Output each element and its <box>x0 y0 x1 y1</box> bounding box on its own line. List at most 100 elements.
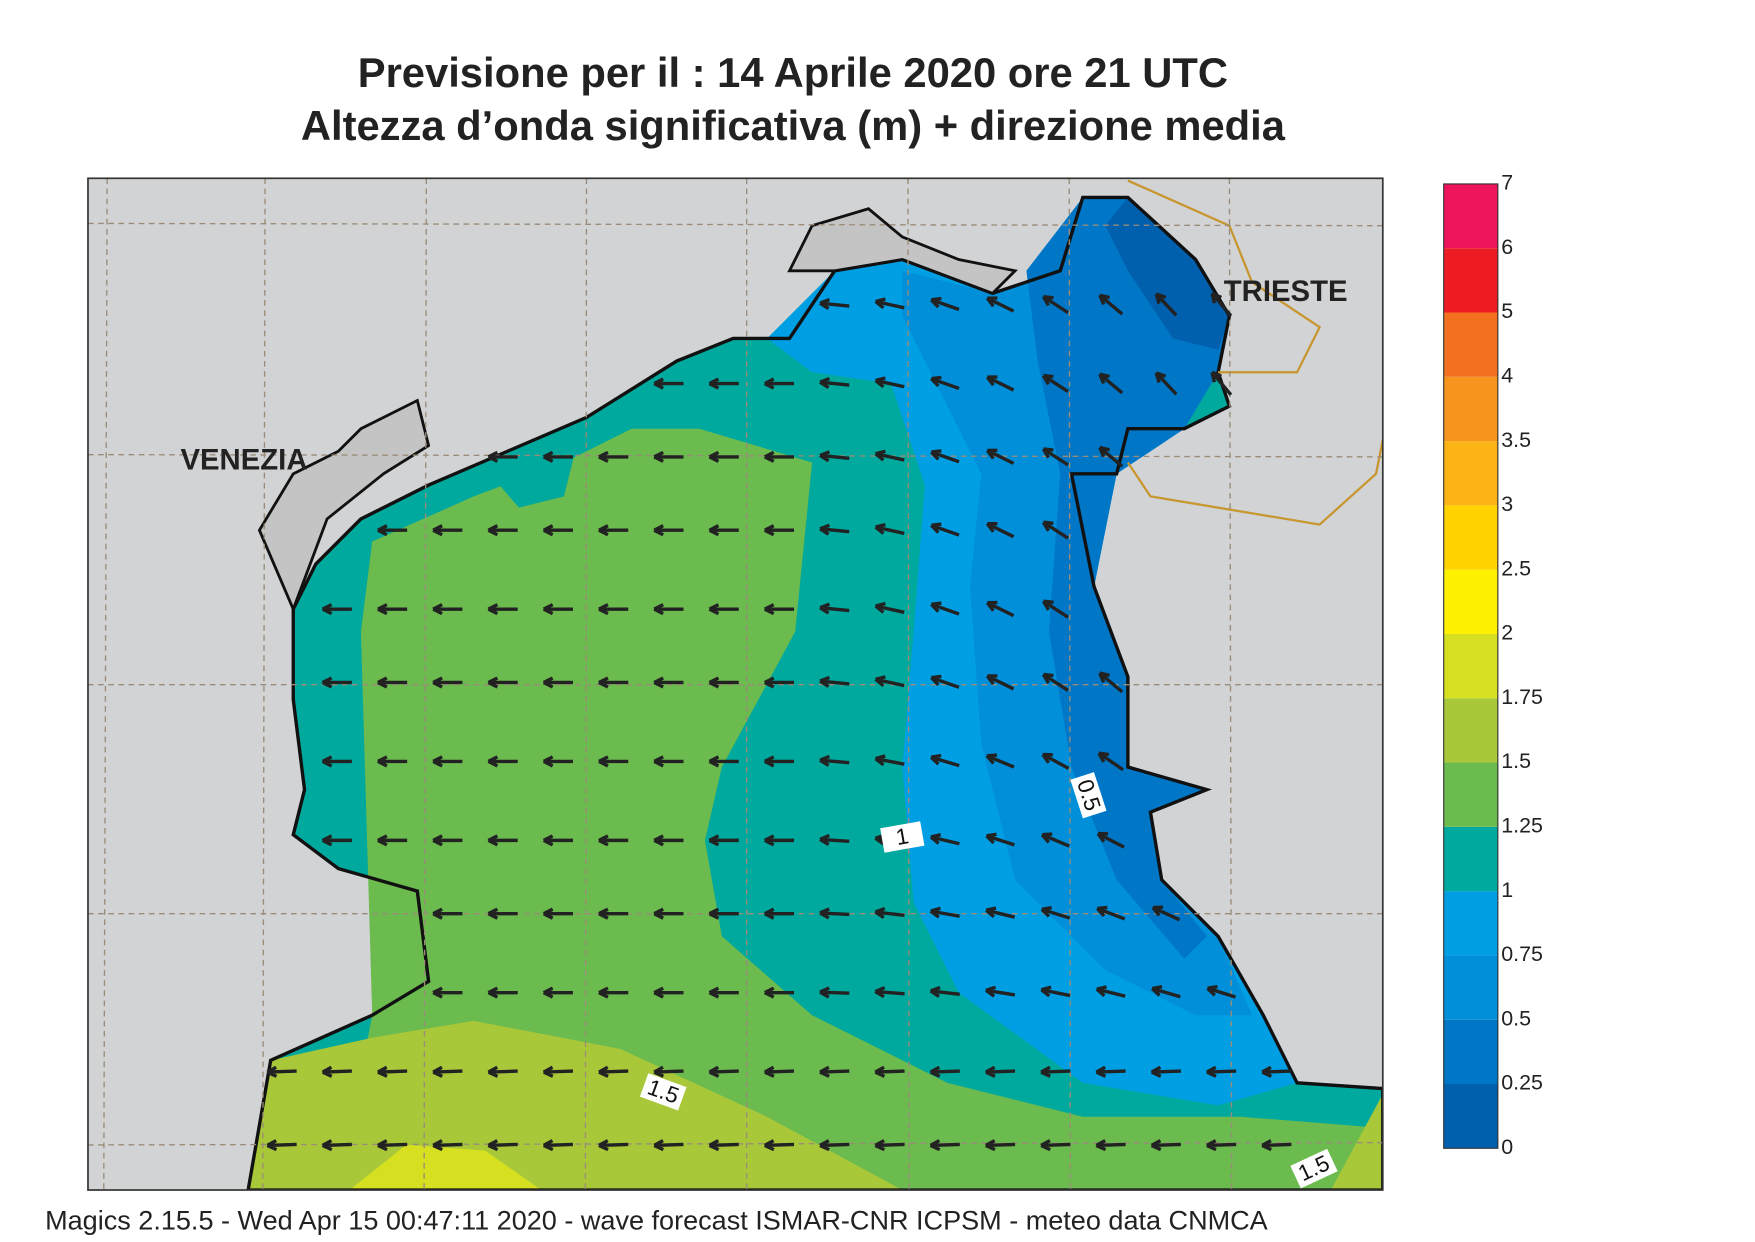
arrow <box>653 986 684 999</box>
arrow <box>1040 832 1070 848</box>
colorbar-swatch <box>1443 762 1498 827</box>
arrow <box>708 676 739 689</box>
arrow <box>377 755 408 768</box>
arrow <box>929 906 960 919</box>
arrow <box>542 1139 574 1152</box>
arrow <box>321 676 352 689</box>
arrow <box>1098 445 1124 468</box>
arrow <box>708 450 739 463</box>
arrow <box>487 1139 518 1152</box>
arrow <box>819 986 850 999</box>
label-bg <box>1070 772 1107 819</box>
arrow <box>542 986 573 999</box>
arrow <box>1154 371 1178 396</box>
colorbar-swatch <box>1443 505 1498 570</box>
arrow <box>598 1065 629 1078</box>
arrow <box>1151 985 1181 999</box>
arrow <box>542 907 573 920</box>
colorbar-label: 4 <box>1501 363 1513 387</box>
arrow <box>985 296 1015 313</box>
label-bg <box>639 1073 687 1111</box>
arrow <box>487 676 518 689</box>
colorbar-swatch <box>1443 441 1498 506</box>
arrow <box>819 754 850 767</box>
arrow <box>1040 985 1071 998</box>
label-bg <box>880 821 925 853</box>
colorbar-label: 1.5 <box>1501 749 1531 773</box>
contour-label: 1 <box>880 821 925 853</box>
colorbar-swatch <box>1443 248 1498 313</box>
arrow <box>653 450 684 463</box>
colorbar-swatch <box>1443 376 1498 442</box>
sea-region <box>1105 197 1230 350</box>
colorbar-swatch <box>1443 826 1498 892</box>
arrow <box>598 603 629 616</box>
colorbar-label: 0.75 <box>1501 942 1543 966</box>
arrow <box>985 600 1015 618</box>
arrow <box>1041 672 1069 692</box>
graticule <box>87 178 1383 1191</box>
arrow <box>1095 985 1126 998</box>
arrow <box>1041 294 1069 315</box>
arrow <box>819 1065 850 1078</box>
arrow <box>929 833 960 846</box>
arrow <box>653 1065 684 1078</box>
arrow <box>1040 1065 1071 1078</box>
arrow <box>819 833 850 846</box>
colorbar-label: 1.75 <box>1501 685 1543 709</box>
arrow <box>432 676 463 689</box>
arrow <box>1095 1139 1126 1152</box>
arrow <box>1041 520 1069 540</box>
colorbar-swatch <box>1443 569 1498 634</box>
arrow <box>487 755 518 768</box>
colorbar: 0 0.25 0.5 0.75 1 1.25 1.5 1.75 2 2.5 3 3.5 4 5 6 7 <box>1443 171 1543 1159</box>
colorbar-label: 5 <box>1501 299 1513 323</box>
arrow <box>377 834 408 847</box>
arrow <box>487 524 518 537</box>
footer: Magics 2.15.5 - Wed Apr 15 00:47:11 2020… <box>45 1205 1268 1235</box>
arrow <box>653 834 684 847</box>
arrow <box>1097 751 1125 772</box>
arrow <box>1040 1139 1071 1152</box>
arrow <box>708 986 739 999</box>
arrow <box>763 377 795 390</box>
colorbar-label: 6 <box>1501 235 1513 259</box>
arrow <box>598 755 629 768</box>
arrow <box>819 450 850 463</box>
arrow <box>1210 370 1233 396</box>
arrow <box>321 834 352 847</box>
arrow <box>266 1139 297 1152</box>
colorbar-swatch <box>1443 955 1498 1020</box>
arrow <box>708 907 739 920</box>
arrow <box>1040 906 1071 920</box>
place-label: VENEZIA <box>180 443 307 476</box>
arrow <box>542 603 573 616</box>
arrow <box>1150 1139 1181 1152</box>
arrow <box>542 834 573 847</box>
arrow <box>819 298 850 310</box>
border <box>1126 179 1383 526</box>
arrow <box>1098 671 1124 694</box>
arrow <box>653 676 684 689</box>
arrow <box>874 1065 905 1078</box>
arrow <box>432 986 463 999</box>
arrow <box>819 1139 850 1152</box>
colorbar-label: 2 <box>1501 621 1513 645</box>
arrow <box>819 376 850 389</box>
arrow <box>487 834 518 847</box>
subtitle: Altezza d’onda significativa (m) + direz… <box>301 102 1286 149</box>
arrow <box>929 1139 960 1152</box>
arrow <box>1151 905 1181 922</box>
arrow <box>874 449 905 462</box>
contour-labels: 1.510.51.5 <box>639 772 1338 1189</box>
arrow <box>598 676 629 689</box>
arrow <box>377 524 408 537</box>
arrow <box>1150 1065 1181 1078</box>
arrow <box>432 603 463 616</box>
arrow <box>1210 291 1233 317</box>
arrow <box>1095 1065 1126 1078</box>
label-bg <box>1290 1148 1338 1189</box>
coastline <box>246 195 1383 1191</box>
colorbar-label: 7 <box>1501 171 1513 195</box>
arrow <box>542 755 573 768</box>
